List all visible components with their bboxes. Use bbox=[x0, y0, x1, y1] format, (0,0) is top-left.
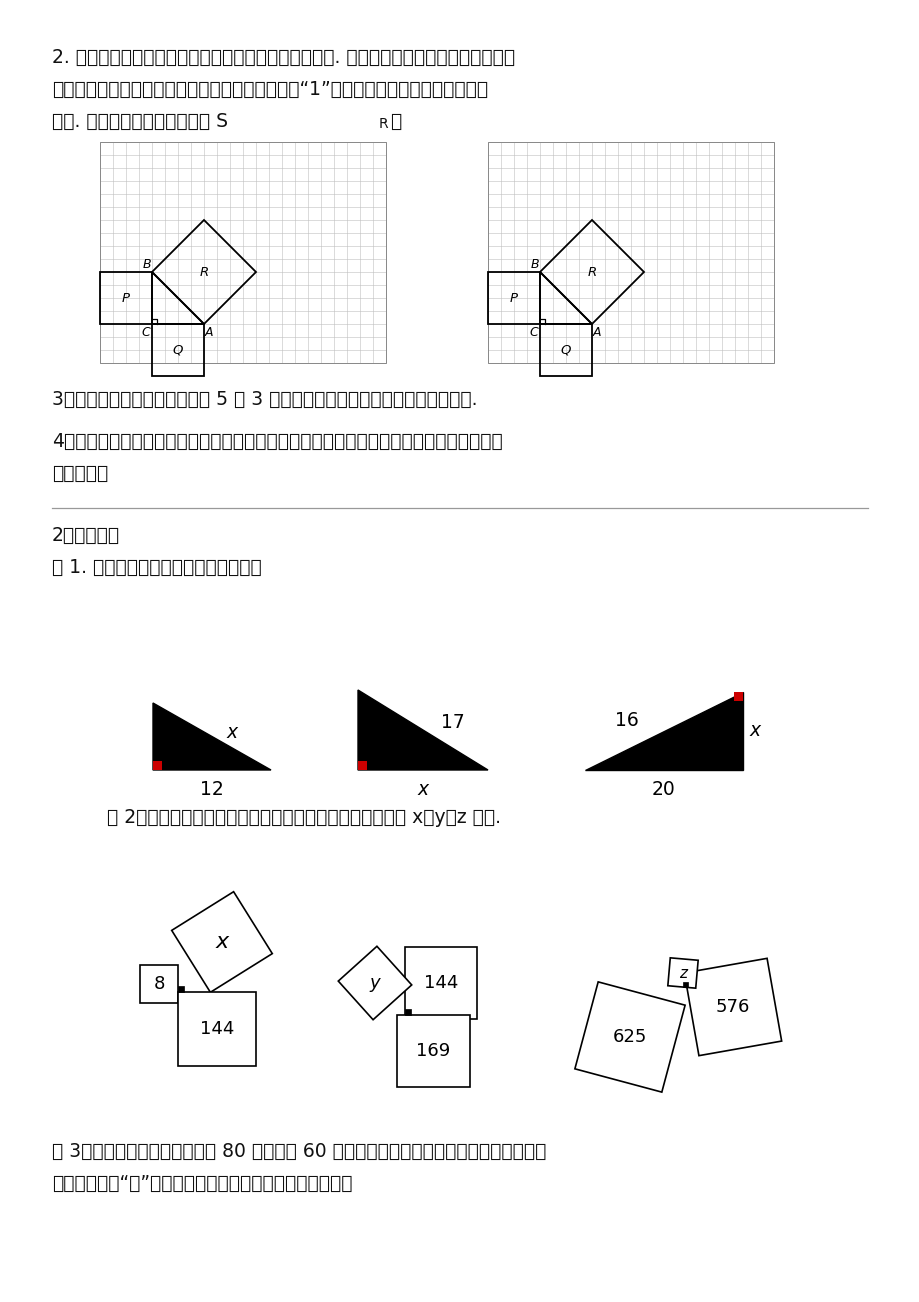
Polygon shape bbox=[172, 892, 272, 992]
Text: 12: 12 bbox=[200, 780, 223, 799]
Text: 踏出了一条斜“路”，类似的现象也时有发生．请问同学们：: 踏出了一条斜“路”，类似的现象也时有发生．请问同学们： bbox=[52, 1174, 352, 1193]
Text: 144: 144 bbox=[199, 1019, 234, 1038]
Polygon shape bbox=[177, 992, 255, 1066]
Text: x: x bbox=[215, 932, 228, 952]
Text: R: R bbox=[586, 266, 596, 279]
Text: P: P bbox=[509, 292, 517, 305]
Polygon shape bbox=[357, 760, 367, 769]
Bar bbox=[487, 142, 773, 363]
Text: 17: 17 bbox=[440, 712, 464, 732]
Text: 2、典型例题: 2、典型例题 bbox=[52, 526, 120, 546]
Text: C: C bbox=[142, 326, 150, 339]
Polygon shape bbox=[357, 690, 487, 769]
Text: 例 3．算一算：如图，一块长约 80 米、宽约 60 米的长方形草坪，被不自觉的学生沿对角线: 例 3．算一算：如图，一块长约 80 米、宽约 60 米的长方形草坪，被不自觉的… bbox=[52, 1142, 546, 1161]
Polygon shape bbox=[177, 986, 184, 992]
Polygon shape bbox=[574, 982, 685, 1092]
Text: z: z bbox=[678, 966, 686, 980]
Polygon shape bbox=[684, 958, 781, 1056]
Text: 8: 8 bbox=[338, 720, 352, 740]
Polygon shape bbox=[397, 1016, 470, 1087]
Polygon shape bbox=[404, 1009, 411, 1016]
Text: 625: 625 bbox=[612, 1029, 646, 1046]
Text: 8: 8 bbox=[153, 975, 165, 993]
Polygon shape bbox=[682, 982, 687, 987]
Text: 例 1. 求下列直角三角形中未知边的长：: 例 1. 求下列直角三角形中未知边的长： bbox=[52, 559, 262, 577]
Text: 20: 20 bbox=[652, 780, 675, 799]
Text: Q: Q bbox=[561, 344, 571, 357]
Text: x: x bbox=[748, 721, 759, 741]
Polygon shape bbox=[338, 947, 412, 1019]
Polygon shape bbox=[667, 958, 698, 988]
Bar bbox=[100, 142, 386, 363]
Text: A: A bbox=[593, 326, 601, 339]
Text: ？: ？ bbox=[390, 112, 401, 132]
Text: B: B bbox=[529, 258, 539, 271]
Text: 16: 16 bbox=[615, 711, 639, 730]
Text: A: A bbox=[205, 326, 213, 339]
Polygon shape bbox=[584, 691, 743, 769]
Text: 144: 144 bbox=[424, 974, 458, 992]
Text: 576: 576 bbox=[715, 999, 749, 1016]
Text: R: R bbox=[199, 266, 209, 279]
Text: x: x bbox=[417, 780, 428, 799]
Text: B: B bbox=[142, 258, 151, 271]
Text: 3．使照以上方法计算直角边为 5 和 3 的直角三角形中以斜边为边的正方形面积.: 3．使照以上方法计算直角边为 5 和 3 的直角三角形中以斜边为边的正方形面积. bbox=[52, 391, 477, 409]
Text: R: R bbox=[379, 117, 388, 132]
Polygon shape bbox=[140, 965, 177, 1003]
Polygon shape bbox=[733, 691, 743, 700]
Polygon shape bbox=[153, 760, 162, 769]
Text: 4．我们这节课是探索直角三角形三边数量关系．至此，你对直角三角形三边的数量关系有: 4．我们这节课是探索直角三角形三边数量关系．至此，你对直角三角形三边的数量关系有 bbox=[52, 432, 502, 450]
Text: 例 2．下列图中正方形的面积如图所示，求表示边的未知数 x、y、z 的値.: 例 2．下列图中正方形的面积如图所示，求表示边的未知数 x、y、z 的値. bbox=[107, 809, 501, 827]
Text: 什么发现？: 什么发现？ bbox=[52, 464, 108, 483]
Text: 5: 5 bbox=[134, 727, 147, 746]
Text: y: y bbox=[369, 974, 380, 992]
Text: 图形放在方格纸中．如果每一个小方格的边长记作“1”，请你求出此时三个正方形的面: 图形放在方格纸中．如果每一个小方格的边长记作“1”，请你求出此时三个正方形的面 bbox=[52, 79, 488, 99]
Polygon shape bbox=[404, 947, 476, 1019]
Text: C: C bbox=[528, 326, 538, 339]
Text: P: P bbox=[122, 292, 130, 305]
Polygon shape bbox=[153, 703, 271, 769]
Text: 2. 拼图活动引发我们的灵感，运算推演证实我们的猜想. 为了计算面积方便，我们可将这幅: 2. 拼图活动引发我们的灵感，运算推演证实我们的猜想. 为了计算面积方便，我们可… bbox=[52, 48, 515, 66]
Text: Q: Q bbox=[173, 344, 183, 357]
Text: 169: 169 bbox=[416, 1042, 450, 1060]
Text: x: x bbox=[226, 723, 237, 742]
Text: 积，. 你是如何得到的？如何求 S: 积，. 你是如何得到的？如何求 S bbox=[52, 112, 228, 132]
